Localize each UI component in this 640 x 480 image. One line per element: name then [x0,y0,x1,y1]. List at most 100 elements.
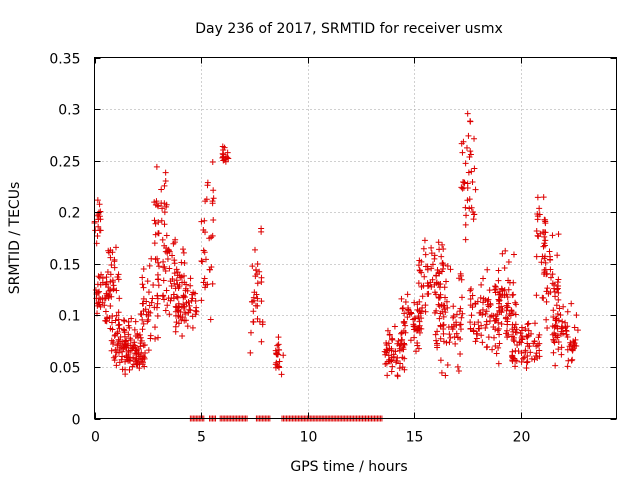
data-point [254,295,261,302]
y-tick-label: 0.2 [58,206,80,222]
data-point [462,160,469,167]
data-point [472,338,479,345]
data-point [468,204,475,211]
data-point [554,252,561,259]
y-tick-label: 0.3 [58,103,80,119]
data-point [555,289,562,296]
data-point [404,291,411,298]
data-point [184,323,191,330]
data-point [471,135,478,142]
data-point [568,300,575,307]
data-point [162,169,169,176]
data-point [193,304,200,311]
data-point [510,328,517,335]
data-point [449,326,456,333]
data-point [495,267,502,274]
data-point [549,271,556,278]
data-point [494,327,501,334]
data-point [398,330,405,337]
data-point [552,362,559,369]
data-point [398,329,405,336]
data-point [402,299,409,306]
data-point [463,212,470,219]
data-point [491,317,498,324]
data-point [492,284,499,291]
data-point [258,338,265,345]
data-point [140,342,147,349]
data-point [179,332,186,339]
data-point [428,265,435,272]
data-point [275,346,282,353]
data-point [540,271,547,278]
data-point [119,353,126,360]
data-point [159,205,166,212]
data-point [113,312,120,319]
data-point [562,327,569,334]
data-point [276,358,283,365]
data-point [543,298,550,305]
data-point [390,353,397,360]
data-point [107,254,114,261]
data-point [536,347,543,354]
data-point [405,305,412,312]
data-point [550,349,557,356]
data-point [397,360,404,367]
data-point [541,242,548,249]
data-point [122,366,129,373]
data-point [140,320,147,327]
data-point [275,334,282,341]
data-point [154,300,161,307]
data-point [395,337,402,344]
data-point [132,318,139,325]
data-point [394,354,401,361]
data-point [394,373,401,380]
data-point [139,281,146,288]
data-point [384,327,391,334]
data-point [158,186,165,193]
data-point [434,328,441,335]
data-point [458,184,465,191]
x-tick-label: 15 [406,430,424,446]
data-point [523,359,530,366]
data-point [555,346,562,353]
data-point [174,269,181,276]
data-point [522,326,529,333]
data-point [249,298,256,305]
data-point [469,292,476,299]
data-point [250,308,257,315]
data-point [460,184,467,191]
data-point [137,343,144,350]
data-point [487,300,494,307]
data-point [437,357,444,364]
data-point [247,329,254,336]
data-point [96,295,103,302]
data-point [421,273,428,280]
data-point [169,252,176,259]
data-point [173,266,180,273]
data-point [126,357,133,364]
data-point [120,326,127,333]
data-point [389,335,396,342]
data-point [492,326,499,333]
data-point [443,278,450,285]
data-point [115,309,122,316]
data-point [145,347,152,354]
data-point [549,280,556,287]
data-point [418,308,425,315]
data-point [198,218,205,225]
data-point [104,269,111,276]
data-point [467,148,474,155]
data-point [518,334,525,341]
data-point [161,296,168,303]
data-point [96,227,103,234]
data-point [204,281,211,288]
data-point [534,355,541,362]
data-point [398,336,405,343]
data-point [436,246,443,253]
data-point [110,340,117,347]
data-point [467,295,474,302]
data-point [139,316,146,323]
data-point [386,331,393,338]
data-point [161,221,168,228]
